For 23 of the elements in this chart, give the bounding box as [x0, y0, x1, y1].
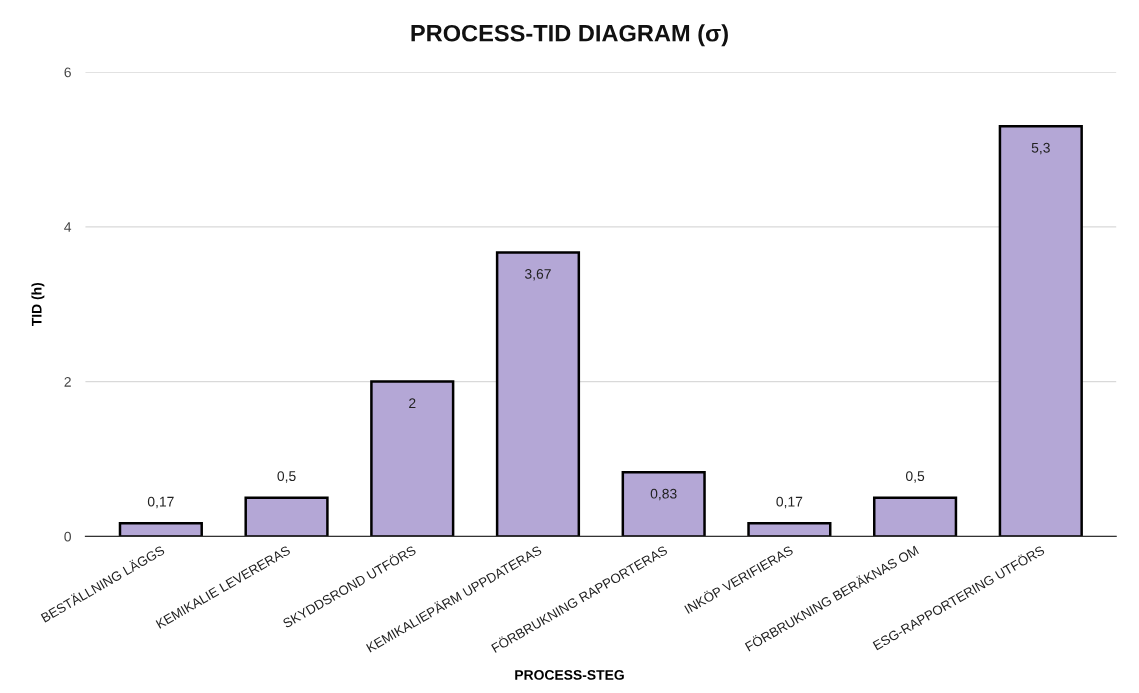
data-label: 0,83 [650, 488, 677, 501]
data-label: 0,5 [277, 471, 296, 483]
bar [495, 251, 581, 537]
bar [747, 521, 832, 537]
bar [872, 496, 958, 537]
x-axis-title: PROCESS-STEG [515, 670, 624, 680]
y-axis-title: TID (h) [31, 282, 45, 327]
data-label: 0,17 [147, 496, 174, 509]
bar [118, 521, 203, 537]
data-label: 0,17 [776, 496, 803, 509]
data-label: 0,5 [905, 471, 925, 483]
bar [244, 496, 329, 537]
y-tick-label: 2 [64, 376, 71, 387]
y-tick-label: 6 [64, 67, 71, 78]
bar [621, 470, 706, 537]
bar [370, 380, 455, 537]
y-tick-label: 0 [64, 531, 71, 542]
data-label: 3,67 [524, 269, 551, 281]
data-label: 5,3 [1031, 142, 1050, 155]
data-label: 2 [409, 398, 416, 408]
chart-title: PROCESS-TID DIAGRAM (σ) [411, 24, 728, 47]
y-tick-label: 4 [64, 222, 72, 232]
bar [998, 124, 1083, 537]
